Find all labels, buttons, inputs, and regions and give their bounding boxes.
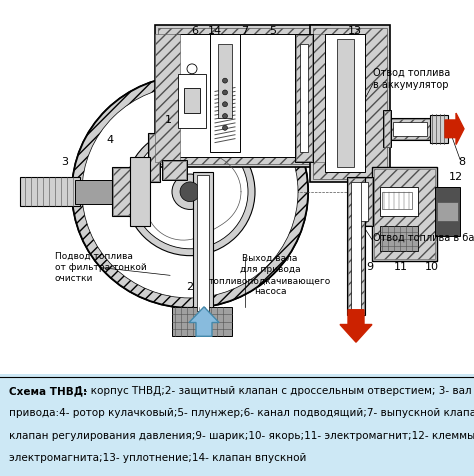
Bar <box>355 177 373 226</box>
Bar <box>384 111 390 147</box>
Bar <box>351 182 361 310</box>
Bar <box>383 110 391 148</box>
Circle shape <box>125 128 255 256</box>
Bar <box>75 180 120 204</box>
Bar <box>380 226 418 251</box>
Bar <box>162 160 187 180</box>
Bar <box>348 178 364 314</box>
Bar <box>184 89 200 113</box>
Text: 9: 9 <box>366 262 374 272</box>
Bar <box>295 34 313 162</box>
Bar <box>193 172 213 315</box>
Polygon shape <box>340 310 372 342</box>
Bar <box>210 34 240 152</box>
Text: привода:4- ротор кулачковый;5- плунжер;6- канал подводящий;7- выпускной клапан;8: привода:4- ротор кулачковый;5- плунжер;6… <box>9 408 474 418</box>
Bar <box>360 182 368 221</box>
Bar <box>172 307 232 336</box>
Circle shape <box>222 102 228 107</box>
Text: Схема ТНВД:: Схема ТНВД: <box>9 386 88 396</box>
Circle shape <box>82 86 298 298</box>
Bar <box>113 168 131 215</box>
Text: 6: 6 <box>191 27 199 37</box>
Text: 12: 12 <box>449 172 463 182</box>
Bar <box>347 177 365 315</box>
Bar <box>325 34 365 172</box>
Circle shape <box>222 125 228 130</box>
Bar <box>178 74 206 128</box>
Text: 7: 7 <box>241 27 248 37</box>
Circle shape <box>187 64 197 74</box>
Bar <box>155 34 180 162</box>
Bar <box>387 118 432 139</box>
Bar <box>435 187 460 236</box>
Polygon shape <box>445 113 464 145</box>
Bar <box>300 34 327 162</box>
Bar <box>356 178 372 225</box>
Bar <box>20 177 80 207</box>
Text: 13: 13 <box>348 27 362 37</box>
Circle shape <box>222 78 228 83</box>
Circle shape <box>72 76 308 308</box>
Circle shape <box>180 182 200 201</box>
Text: 3: 3 <box>62 157 69 167</box>
Bar <box>382 192 412 209</box>
Text: электромагнита;13- уплотнение;14- клапан впускной: электромагнита;13- уплотнение;14- клапан… <box>9 454 307 464</box>
Bar <box>380 187 418 216</box>
Bar <box>197 175 209 311</box>
Circle shape <box>222 90 228 95</box>
Circle shape <box>172 174 208 209</box>
Text: 2: 2 <box>186 282 193 292</box>
Text: Подвод топлива
от фильтра тонкой
очистки: Подвод топлива от фильтра тонкой очистки <box>55 252 147 283</box>
Text: 14: 14 <box>208 27 222 37</box>
Polygon shape <box>189 307 219 336</box>
Text: 5: 5 <box>270 27 276 37</box>
Text: Выход вала
для привода
топливоподкачивающего
насоса: Выход вала для привода топливоподкачиваю… <box>209 254 331 297</box>
Bar <box>310 25 390 182</box>
Bar <box>158 28 327 164</box>
Bar <box>388 119 431 139</box>
Text: клапан регулирования давления;9- шарик;10- якорь;11- электромагнит;12- клеммы: клапан регулирования давления;9- шарик;1… <box>9 431 474 441</box>
Bar <box>374 169 435 258</box>
Text: Отвод топлива
в аккумулятор: Отвод топлива в аккумулятор <box>373 68 450 90</box>
Bar <box>175 34 295 158</box>
Bar <box>437 201 458 221</box>
Bar <box>149 134 159 181</box>
Bar <box>393 122 427 136</box>
Bar <box>112 167 132 216</box>
Circle shape <box>222 114 228 119</box>
Bar <box>163 161 186 179</box>
Bar <box>313 28 387 179</box>
Bar <box>296 35 312 161</box>
Text: 8: 8 <box>458 157 465 167</box>
Text: 1: 1 <box>164 115 172 125</box>
Bar <box>300 44 308 152</box>
Circle shape <box>132 135 248 249</box>
Bar <box>372 167 437 260</box>
Bar <box>130 158 150 226</box>
Text: 4: 4 <box>107 135 114 145</box>
Bar <box>337 40 354 167</box>
Bar <box>218 44 232 118</box>
Text: Отвод топлива в бак: Отвод топлива в бак <box>373 233 474 243</box>
Bar <box>430 115 448 143</box>
Circle shape <box>80 84 300 300</box>
Text: 11: 11 <box>394 262 408 272</box>
Text: 10: 10 <box>425 262 439 272</box>
Bar <box>148 133 160 182</box>
Text: 1- корпус ТНВД;2- защитный клапан с дроссельным отверстием; 3- вал: 1- корпус ТНВД;2- защитный клапан с дрос… <box>77 386 472 396</box>
Circle shape <box>72 76 308 308</box>
Bar <box>155 25 330 167</box>
